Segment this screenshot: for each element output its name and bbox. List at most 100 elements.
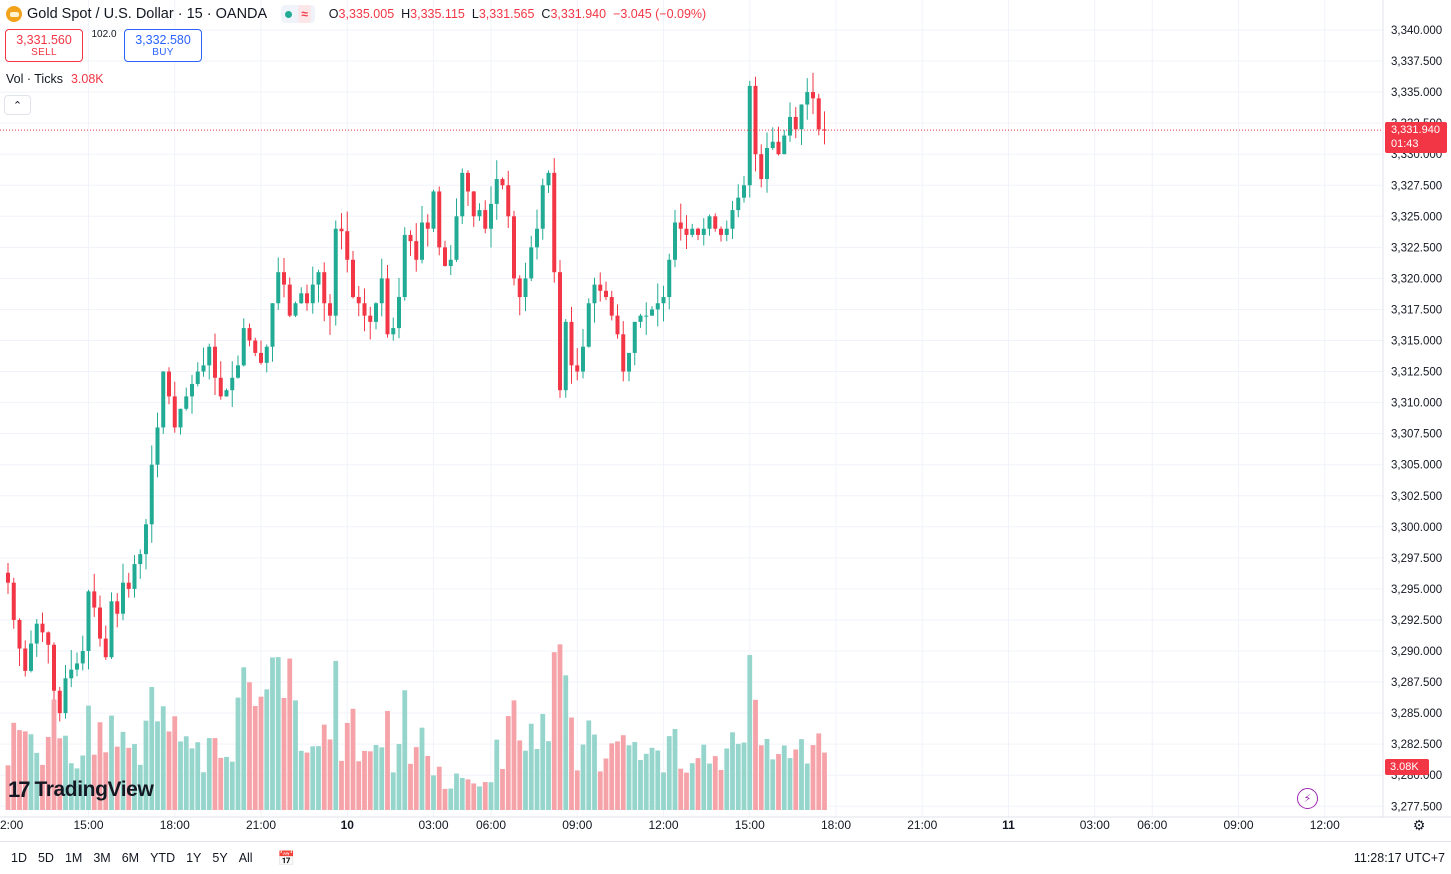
candle-body (788, 116, 792, 136)
price-tick-label: 3,282.500 (1391, 739, 1442, 751)
volume-bar (689, 763, 695, 810)
volume-bar (517, 740, 523, 810)
volume-bar (770, 759, 776, 810)
volume-bar (735, 743, 741, 810)
candle-body (299, 293, 304, 304)
candle-body (333, 228, 338, 316)
volume-bar (126, 747, 132, 810)
candle-body (362, 303, 367, 316)
market-status[interactable]: ≈ (281, 5, 315, 23)
volume-bar (534, 748, 540, 810)
candle-body (742, 185, 746, 198)
volume-bar (488, 782, 494, 810)
candle-body (719, 228, 723, 235)
range-selector: 1D 5D 1M 3M 6M YTD 1Y 5Y All (11, 851, 253, 865)
volume-bar (235, 697, 241, 810)
volume-bar (707, 763, 712, 810)
candle-body (552, 172, 557, 273)
candle-body (92, 591, 97, 608)
volume-bar (120, 731, 126, 810)
volume-bar (80, 755, 86, 810)
calendar-icon[interactable]: 📅 (277, 849, 296, 866)
price-tick-label: 3,305.000 (1391, 460, 1442, 472)
candle-body (581, 346, 585, 372)
volume-bar (97, 722, 103, 810)
candle-body (477, 210, 482, 217)
range-1m-button[interactable]: 1M (64, 851, 83, 865)
volume-legend[interactable]: Vol · Ticks 3.08K (6, 72, 104, 86)
range-1d-button[interactable]: 1D (11, 851, 27, 865)
volume-bar (695, 758, 701, 810)
volume-bar (574, 770, 580, 810)
candle-body (770, 141, 775, 148)
candle-body (431, 191, 436, 229)
candle-body (776, 141, 781, 155)
range-5d-button[interactable]: 5D (37, 851, 54, 865)
candle-body (414, 241, 419, 260)
price-tick-label: 3,315.000 (1391, 336, 1442, 348)
candle-body (213, 346, 217, 378)
volume-bar (781, 745, 787, 810)
candle-body (598, 284, 603, 291)
volume-bar (310, 746, 316, 810)
volume-bar (74, 768, 80, 810)
candle-body (207, 346, 212, 366)
candle-body (609, 297, 614, 316)
volume-bar (615, 741, 620, 810)
volume-bar (160, 706, 166, 810)
last-price-label: 3,331.940 01:43 (1385, 122, 1447, 153)
volume-bar (712, 756, 718, 810)
lightning-icon[interactable]: ⚡ (1297, 788, 1318, 809)
price-tick-label: 3,295.000 (1391, 584, 1442, 596)
volume-bar (649, 747, 655, 810)
volume-bar (603, 758, 609, 810)
candle-body (98, 607, 102, 639)
candle-body (471, 191, 476, 217)
time-tick-label: 06:00 (1137, 818, 1167, 832)
candle-body (23, 648, 28, 671)
volume-bar (252, 705, 258, 810)
candle-body (293, 303, 298, 316)
volume-bar (206, 738, 212, 810)
collapse-legend-button[interactable]: ⌃ (4, 95, 31, 115)
range-ytd-button[interactable]: YTD (150, 851, 176, 865)
candle-body (305, 293, 309, 304)
volume-bar (356, 761, 362, 810)
volume-bar (672, 729, 678, 810)
clock[interactable]: 11:28:17 UTC+7 (1353, 851, 1445, 865)
candle-body (690, 228, 695, 235)
candle-body (512, 216, 516, 279)
time-tick-label: 11 (1002, 818, 1015, 832)
time-tick-label: 18:00 (821, 818, 851, 832)
candle-body (724, 228, 729, 235)
candle-body (218, 377, 223, 397)
candle-body (736, 197, 741, 211)
candle-body (782, 135, 787, 155)
candle-body (144, 524, 148, 555)
volume-bar (137, 764, 143, 810)
sell-button[interactable]: 3,331.560 SELL (5, 29, 83, 62)
price-tick-label: 3,302.500 (1391, 491, 1442, 503)
buy-button[interactable]: 3,332.580 BUY (124, 29, 202, 62)
range-5y-button[interactable]: 5Y (212, 851, 228, 865)
symbol-name[interactable]: Gold Spot / U.S. Dollar · 15 · OANDA (27, 6, 268, 22)
time-tick-label: 15:00 (735, 818, 765, 832)
gear-icon[interactable]: ⚙ (1412, 817, 1426, 833)
volume-bar (321, 724, 327, 810)
volume-bar (436, 766, 442, 810)
volume-bar (344, 722, 350, 810)
range-6m-button[interactable]: 6M (121, 851, 140, 865)
volume-legend-label: Vol · Ticks (6, 72, 63, 86)
volume-bar (482, 782, 488, 810)
candle-body (535, 228, 539, 248)
range-1y-button[interactable]: 1Y (186, 851, 202, 865)
candle-body (621, 334, 626, 372)
volume-bar (425, 755, 431, 810)
candle-body (586, 303, 591, 347)
range-all-button[interactable]: All (238, 851, 253, 865)
candle-body (86, 591, 91, 651)
candle-body (753, 85, 758, 155)
range-3m-button[interactable]: 3M (93, 851, 111, 865)
